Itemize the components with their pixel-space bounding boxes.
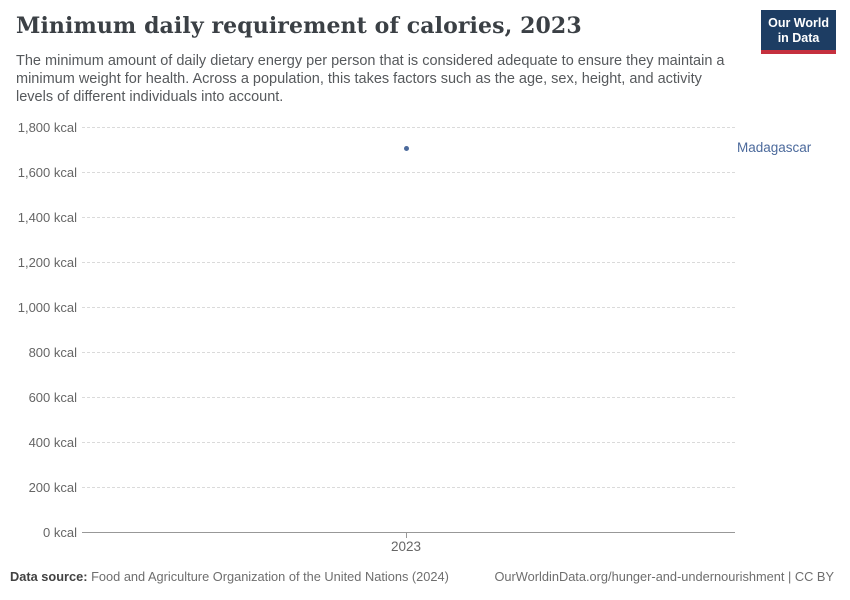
chart-footer: Data source: Food and Agriculture Organi… [10, 569, 834, 584]
y-axis-tick-label: 1,000 kcal [17, 300, 77, 315]
y-axis-tick-label: 600 kcal [28, 390, 77, 405]
gridline [82, 127, 735, 128]
subtitle-line: levels of different individuals into acc… [16, 89, 284, 105]
owid-logo-line1: Our World [768, 16, 829, 30]
y-axis-tick-label: 1,800 kcal [17, 120, 77, 135]
gridline [82, 307, 735, 308]
x-axis-tick-label: 2023 [390, 539, 422, 554]
data-source-label: Data source: [10, 569, 88, 584]
chart-title: Minimum daily requirement of calories, 2… [16, 13, 582, 39]
y-axis-tick-label: 200 kcal [28, 480, 77, 495]
gridline [82, 442, 735, 443]
data-point-madagascar[interactable] [404, 146, 409, 151]
chart-subtitle: The minimum amount of daily dietary ener… [16, 52, 724, 106]
gridline [82, 397, 735, 398]
y-axis-tick-label: 800 kcal [28, 345, 77, 360]
owid-citation-link[interactable]: OurWorldinData.org/hunger-and-undernouri… [494, 569, 834, 584]
owid-logo[interactable]: Our World in Data [761, 10, 836, 54]
x-axis-line [82, 532, 735, 533]
data-source-note: Data source: Food and Agriculture Organi… [10, 569, 449, 584]
owid-logo-line2: in Data [777, 30, 820, 45]
gridline [82, 262, 735, 263]
y-axis-tick-label: 1,200 kcal [17, 255, 77, 270]
gridline [82, 172, 735, 173]
gridline [82, 352, 735, 353]
y-axis-tick-label: 0 kcal [43, 525, 77, 540]
gridline [82, 487, 735, 488]
entity-label-madagascar[interactable]: Madagascar [737, 140, 812, 155]
y-axis-tick-label: 1,600 kcal [17, 165, 77, 180]
gridline [82, 217, 735, 218]
data-source-text: Food and Agriculture Organization of the… [91, 569, 449, 584]
x-axis-tick [406, 533, 407, 538]
subtitle-line: minimum weight for health. Across a popu… [16, 71, 702, 87]
y-axis-tick-label: 1,400 kcal [17, 210, 77, 225]
subtitle-line: The minimum amount of daily dietary ener… [16, 53, 725, 69]
y-axis-tick-label: 400 kcal [28, 435, 77, 450]
